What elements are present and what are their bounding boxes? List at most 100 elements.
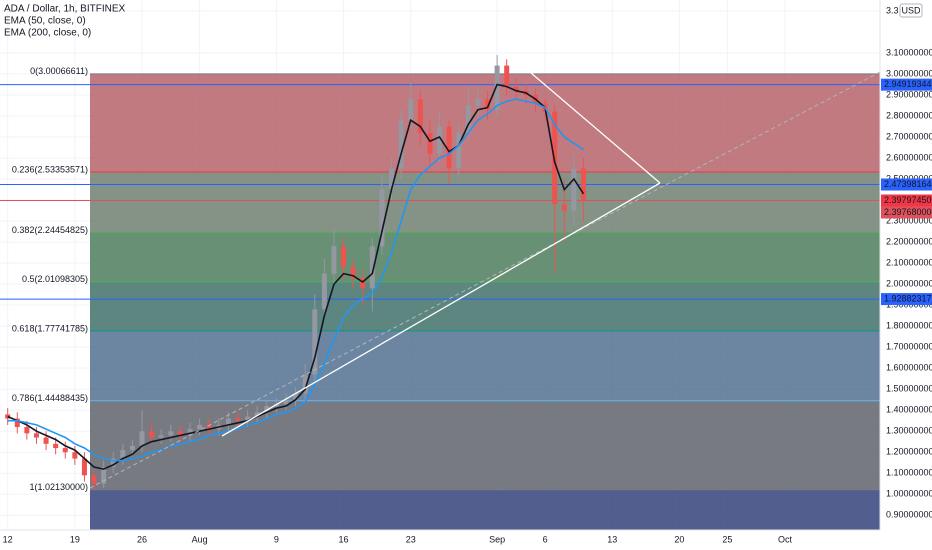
candle-body <box>206 424 212 430</box>
ema-line <box>7 83 585 470</box>
candle-body <box>437 126 443 154</box>
price-tag <box>881 194 932 207</box>
candle-body <box>293 393 299 400</box>
candle-body <box>177 431 183 436</box>
candle-body <box>225 418 231 425</box>
y-tick-label: 0.90000000 <box>886 510 932 520</box>
candle-body <box>427 132 433 154</box>
candle-body <box>72 452 78 459</box>
candle-body <box>504 65 510 87</box>
x-tick-label: 16 <box>339 534 349 544</box>
candle-body <box>360 277 366 289</box>
y-tick-label: 2.60000000 <box>886 152 932 162</box>
y-tick-label: 3.10000000 <box>886 47 932 57</box>
x-tick-label: 6 <box>543 534 548 544</box>
fib-band <box>90 330 880 401</box>
fib-bands: 0(3.00066611) 0.236(2.53353571) 0.382(2.24… <box>12 66 880 530</box>
candle-body <box>513 86 519 91</box>
y-tick-label: 2.30000000 <box>886 215 932 225</box>
candle-body <box>302 374 308 394</box>
candle-body <box>456 132 462 169</box>
candle-body <box>379 189 385 247</box>
y-tick-label: 1.40000000 <box>886 405 932 415</box>
fib-band <box>90 232 880 282</box>
candle-body <box>494 65 500 110</box>
candle-body <box>369 246 375 289</box>
candle-body <box>264 406 270 413</box>
currency: USD <box>901 5 921 15</box>
ema-line <box>7 98 584 462</box>
x-tick-label: 19 <box>70 534 80 544</box>
candle-body <box>245 416 251 421</box>
candle-body <box>389 168 395 190</box>
dashed-trendline <box>89 71 881 489</box>
y-tick-label: 2.00000000 <box>886 278 932 288</box>
trendline <box>509 54 661 184</box>
candle-body <box>561 204 567 211</box>
x-tick-label: 20 <box>674 534 684 544</box>
x-tick-label: Aug <box>192 534 208 544</box>
candle-body <box>235 418 241 421</box>
candle-body <box>53 443 59 449</box>
candle-body <box>341 246 347 268</box>
fib-label: 0.618(1.77741785) <box>12 323 88 333</box>
price-tag <box>881 78 932 91</box>
y-tick-label: 1.50000000 <box>886 384 932 394</box>
candle-body <box>62 448 68 453</box>
x-tick-label: 13 <box>607 534 617 544</box>
candle-body <box>417 99 423 133</box>
y-tick-label: 3.3 <box>886 5 899 15</box>
price-tag-label: 1.92882317 <box>884 293 932 303</box>
candle-body <box>158 435 164 438</box>
candle-body <box>312 309 318 375</box>
x-tick-label: 26 <box>137 534 147 544</box>
legend-entry: EMA (50, close, 0) <box>4 16 86 27</box>
price-tag-label: 2.39797450 <box>884 195 932 205</box>
x-tick-label: 9 <box>274 534 279 544</box>
candle-body <box>408 99 414 121</box>
candle-body <box>254 412 260 417</box>
candle-body <box>5 414 11 419</box>
trendline <box>221 182 661 437</box>
candle-body <box>33 433 39 438</box>
y-tick-label: 1.70000000 <box>886 342 932 352</box>
candle-body <box>446 126 452 169</box>
y-tick-label: 2.90000000 <box>886 89 932 99</box>
y-tick-label: 2.80000000 <box>886 110 932 120</box>
candle-body <box>580 168 586 201</box>
fib-label: 0.382(2.24454825) <box>12 225 88 235</box>
candle-body <box>81 458 87 476</box>
price-tag <box>881 206 932 219</box>
x-tick-label: 12 <box>3 534 13 544</box>
plot <box>0 55 880 491</box>
fib-label: 0.236(2.53353571) <box>12 164 88 174</box>
y-tick-label: 2.20000000 <box>886 236 932 246</box>
candle-body <box>43 437 49 444</box>
y-tick-label: 1.80000000 <box>886 321 932 331</box>
y-tick-label: 2.50000000 <box>886 173 932 183</box>
price-axis <box>880 0 932 550</box>
x-tick-label: 23 <box>406 534 416 544</box>
y-tick-label: 3.00000000 <box>886 68 932 78</box>
candle-body <box>283 399 289 404</box>
candle-body <box>149 431 155 438</box>
x-tick-label: 25 <box>722 534 732 544</box>
price-tag <box>881 293 932 306</box>
candle-body <box>24 427 30 434</box>
fib-band <box>90 281 880 331</box>
y-tick-label: 1.20000000 <box>886 447 932 457</box>
time-axis <box>0 530 932 550</box>
legend-entry: EMA (200, close, 0) <box>4 28 91 39</box>
fib-band <box>90 489 880 530</box>
fib-label: 0.5(2.01098305) <box>22 274 88 284</box>
x-tick-label: Sep <box>489 534 505 544</box>
fib-band <box>90 73 880 173</box>
x-tick-label: Oct <box>778 534 793 544</box>
candle-body <box>571 168 577 211</box>
candle-body <box>321 273 327 310</box>
y-tick-label: 2.70000000 <box>886 131 932 141</box>
y-tick-label: 1.00000000 <box>886 489 932 499</box>
fib-label: 0.786(1.44488435) <box>12 393 88 403</box>
candle-body <box>197 424 203 430</box>
candle-body <box>129 445 135 451</box>
